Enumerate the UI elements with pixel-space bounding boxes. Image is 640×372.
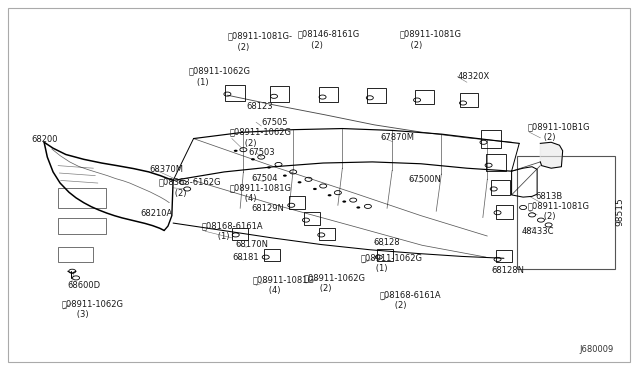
Bar [486,154,506,171]
Circle shape [267,166,271,169]
Text: 67870M: 67870M [381,132,415,142]
Bar [225,85,244,101]
Text: Ⓝ08911-1062G
      (1): Ⓝ08911-1062G (1) [360,253,422,273]
Text: 68123: 68123 [246,102,273,111]
Circle shape [356,206,360,209]
Bar [491,180,510,195]
Text: Ⓝ08911-1081G
    (2): Ⓝ08911-1081G (2) [400,29,462,49]
Text: Ⓑ08146-8161G
     (2): Ⓑ08146-8161G (2) [298,29,360,49]
Text: Ⓝ08911-10B1G
      (2): Ⓝ08911-10B1G (2) [527,122,590,142]
Circle shape [251,158,255,160]
Bar [481,131,501,148]
Text: Ⓝ08911-1062G
      (2): Ⓝ08911-1062G (2) [229,128,291,148]
Text: 68370M: 68370M [150,165,184,174]
Bar [367,88,386,103]
Text: Ⓝ08911-1081G
      (2): Ⓝ08911-1081G (2) [527,201,589,221]
Bar [264,248,280,261]
Bar [289,196,305,209]
Polygon shape [540,142,563,168]
Bar [319,228,335,240]
Text: 98515: 98515 [616,198,625,226]
Bar [516,155,615,269]
Bar [270,86,289,102]
Text: 48433C: 48433C [521,227,554,236]
Text: 6813B: 6813B [536,192,563,201]
Text: Ⓝ08911-1081G-
    (2): Ⓝ08911-1081G- (2) [227,31,292,51]
Bar [495,250,511,262]
Text: Ⓝ08911-1081G
      (4): Ⓝ08911-1081G (4) [253,275,315,295]
Text: Ⓑ08168-6161A
      (1): Ⓑ08168-6161A (1) [202,221,264,241]
Circle shape [342,201,346,203]
Text: Ⓝ08911-1062G
   (1): Ⓝ08911-1062G (1) [189,67,251,87]
Text: 48320X: 48320X [458,72,490,81]
Text: Ⓝ08911-1062G
      (2): Ⓝ08911-1062G (2) [304,273,366,293]
Bar [58,218,106,234]
Text: 68129N: 68129N [252,205,285,214]
Circle shape [298,181,301,183]
Text: 68210A: 68210A [140,209,172,218]
Text: 68128: 68128 [373,238,399,247]
Text: 68181: 68181 [232,253,259,262]
Text: 68128N: 68128N [491,266,524,275]
Text: J680009: J680009 [579,344,614,353]
Text: 67503: 67503 [248,148,275,157]
Circle shape [283,174,287,177]
Bar [58,247,93,262]
Bar [495,205,513,219]
Text: 68200: 68200 [31,135,58,144]
Bar [319,87,338,102]
Bar [461,93,478,108]
Text: 67504: 67504 [252,174,278,183]
Text: 67505: 67505 [261,118,288,127]
Text: 67500N: 67500N [408,175,441,184]
Text: Ⓑ08168-6161A
      (2): Ⓑ08168-6161A (2) [380,290,441,310]
Bar [304,212,320,225]
Bar [58,188,106,208]
Bar [232,228,248,240]
Text: Ⓢ08363-6162G
      (2): Ⓢ08363-6162G (2) [159,178,221,198]
Text: Ⓝ08911-1062G
      (3): Ⓝ08911-1062G (3) [61,299,124,319]
Bar [378,248,394,261]
Bar [415,90,434,105]
Text: Ⓝ08911-1081G
      (4): Ⓝ08911-1081G (4) [229,183,291,203]
Circle shape [234,150,237,152]
Circle shape [328,194,332,196]
Circle shape [313,188,317,190]
Text: 68600D: 68600D [68,281,101,290]
Text: 68170N: 68170N [236,240,269,249]
